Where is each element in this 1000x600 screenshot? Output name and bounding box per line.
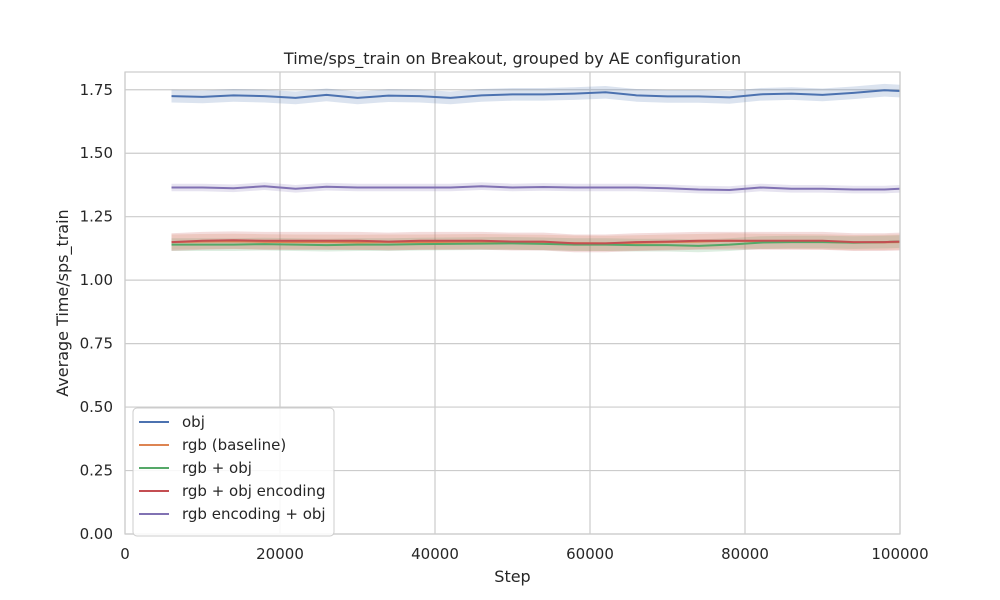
- y-tick-label: 1.75: [80, 81, 113, 99]
- x-tick-label: 0: [120, 545, 130, 563]
- y-tick-label: 0.00: [80, 525, 113, 543]
- y-axis-label: Average Time/sps_train: [53, 209, 73, 396]
- y-tick-labels: 0.00 0.25 0.50 0.75 1.00 1.25 1.50 1.75: [80, 81, 113, 543]
- x-tick-labels: 0 20000 40000 60000 80000 100000: [120, 545, 928, 563]
- band-rgb-encoding-obj: [171, 182, 900, 194]
- line-rgb-encoding-obj: [171, 185, 901, 192]
- y-tick-label: 1.00: [80, 271, 113, 289]
- chart-title: Time/sps_train on Breakout, grouped by A…: [283, 49, 741, 69]
- y-tick-label: 1.25: [80, 208, 113, 226]
- y-tick-label: 0.50: [80, 398, 113, 416]
- legend-box: [132, 407, 335, 537]
- x-tick-label: 80000: [721, 545, 769, 563]
- x-axis-label: Step: [494, 567, 530, 586]
- plot-frame: [124, 71, 901, 535]
- series-lines: [171, 89, 901, 247]
- x-tick-label: 40000: [411, 545, 459, 563]
- y-tick-label: 0.25: [80, 462, 113, 480]
- legend-label-rgb-baseline: rgb (baseline): [182, 436, 286, 454]
- legend-label-rgb-obj-encoding: rgb + obj encoding: [182, 482, 326, 500]
- y-tick-label: 0.75: [80, 335, 113, 353]
- y-tick-label: 1.50: [80, 144, 113, 162]
- line-obj: [171, 89, 901, 99]
- legend-label-rgb-obj: rgb + obj: [182, 459, 252, 477]
- line-rgb-obj: [171, 240, 901, 247]
- legend-label-obj: obj: [182, 413, 205, 431]
- x-tick-label: 60000: [566, 545, 614, 563]
- line-rgb-obj-encoding: [171, 239, 901, 245]
- legend: obj rgb (baseline) rgb + obj rgb + obj enco…: [132, 407, 335, 537]
- x-tick-label: 100000: [871, 545, 928, 563]
- x-tick-label: 20000: [256, 545, 304, 563]
- legend-label-rgb-encoding-obj: rgb encoding + obj: [182, 505, 326, 523]
